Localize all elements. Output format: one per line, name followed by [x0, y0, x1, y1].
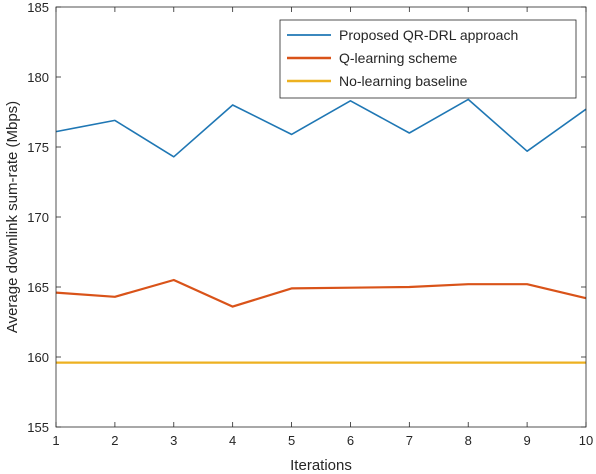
y-tick-label: 180 — [27, 70, 49, 85]
y-axis-label: Average downlink sum-rate (Mbps) — [4, 101, 21, 333]
y-tick-label: 165 — [27, 280, 49, 295]
y-tick-label: 175 — [27, 140, 49, 155]
x-tick-label: 4 — [229, 433, 236, 448]
x-tick-label: 6 — [347, 433, 354, 448]
legend: Proposed QR-DRL approach Q-learning schem… — [279, 19, 577, 99]
x-tick-label: 8 — [465, 433, 472, 448]
x-tick-label: 9 — [523, 433, 530, 448]
y-tick-label: 185 — [27, 0, 49, 15]
legend-label-3: No-learning baseline — [339, 73, 468, 89]
y-tick-label: 160 — [27, 350, 49, 365]
legend-label-1: Proposed QR-DRL approach — [339, 27, 518, 43]
series-line-2 — [55, 278, 587, 308]
y-tick-label: 170 — [27, 210, 49, 225]
series-line-1 — [55, 98, 587, 158]
x-tick-label: 7 — [406, 433, 413, 448]
x-tick-label: 10 — [579, 433, 593, 448]
x-axis-label: Iterations — [290, 457, 352, 474]
x-tick-label: 5 — [288, 433, 295, 448]
x-tick-label: 2 — [111, 433, 118, 448]
series-layer — [55, 98, 587, 364]
x-tick-label: 3 — [170, 433, 177, 448]
legend-label-2: Q-learning scheme — [339, 50, 457, 66]
y-tick-label: 155 — [27, 420, 49, 435]
x-tick-label: 1 — [52, 433, 59, 448]
ticks: 1 2 3 4 5 6 7 8 9 10 155 160 165 170 175 180 185 — [27, 0, 593, 448]
